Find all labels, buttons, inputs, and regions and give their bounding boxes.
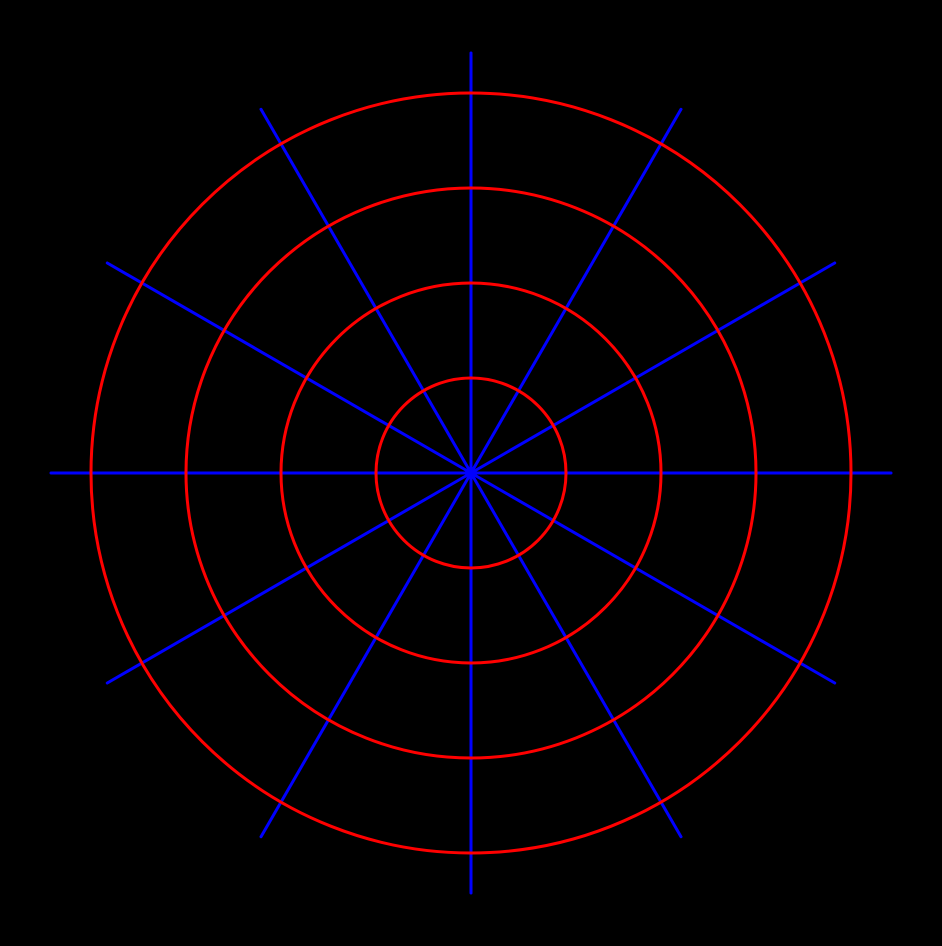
radial-line	[107, 473, 471, 683]
radial-line	[471, 473, 681, 837]
radial-line	[261, 473, 471, 837]
polar-grid-svg	[0, 0, 942, 946]
radial-line	[471, 263, 835, 473]
radial-line	[471, 109, 681, 473]
radial-line	[261, 109, 471, 473]
radial-line	[107, 263, 471, 473]
radial-line	[471, 473, 835, 683]
polar-grid-diagram	[0, 0, 942, 946]
